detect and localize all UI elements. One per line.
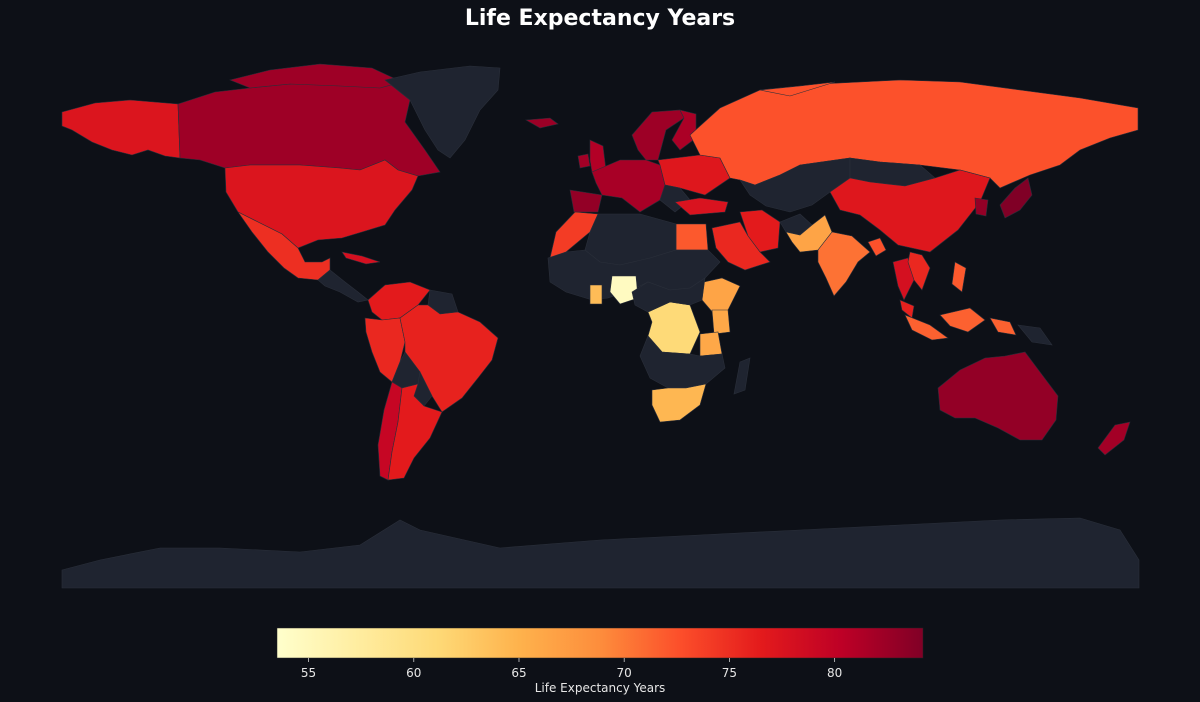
region-ireland bbox=[577, 153, 591, 169]
region-cuba bbox=[341, 251, 381, 265]
region-bangladesh bbox=[867, 237, 887, 257]
region-mexico bbox=[237, 211, 331, 281]
region-alaska-united-states bbox=[61, 99, 181, 159]
colorbar-tick-label: 75 bbox=[722, 666, 737, 680]
region-greenland bbox=[384, 65, 501, 159]
colorbar-tick-label: 65 bbox=[511, 666, 526, 680]
colorbar-ticks: 55 60 65 70 75 80 bbox=[301, 658, 842, 680]
colorbar-label: Life Expectancy Years bbox=[534, 681, 666, 695]
region-korea bbox=[974, 197, 989, 217]
region-antarctica bbox=[61, 517, 1140, 589]
region-tanzania bbox=[699, 331, 723, 357]
colorbar-tick-label: 70 bbox=[617, 666, 632, 680]
region-iberia bbox=[569, 189, 603, 213]
region-madagascar bbox=[733, 357, 751, 395]
region-thailand bbox=[892, 257, 915, 301]
colorbar-gradient bbox=[276, 627, 924, 659]
region-japan bbox=[999, 177, 1033, 219]
region-australia bbox=[937, 351, 1059, 441]
region-india bbox=[817, 231, 871, 297]
region-egypt bbox=[675, 223, 709, 251]
region-finland bbox=[671, 109, 697, 151]
region-southern-central-africa bbox=[631, 277, 706, 313]
colorbar-tick-label: 55 bbox=[301, 666, 316, 680]
region-argentina bbox=[387, 383, 443, 481]
map-title: Life Expectancy Years bbox=[464, 6, 736, 31]
region-southern-central-africa bbox=[639, 335, 726, 389]
region-indonesia bbox=[939, 307, 986, 333]
colorbar: 55 60 65 70 75 80 bbox=[276, 627, 924, 680]
region-indonesia bbox=[989, 317, 1017, 336]
region-south-africa bbox=[651, 383, 707, 423]
region-new-zealand bbox=[1097, 421, 1131, 456]
map-regions bbox=[61, 63, 1140, 589]
region-turkey bbox=[674, 197, 729, 216]
region-vietnam bbox=[907, 251, 931, 291]
region-philippines bbox=[951, 261, 967, 293]
region-saudi-arabia bbox=[711, 221, 771, 271]
region-iceland bbox=[525, 117, 559, 129]
colorbar-tick-label: 80 bbox=[827, 666, 842, 680]
region-nigeria bbox=[609, 275, 639, 305]
region-indonesia bbox=[904, 314, 949, 341]
region-kenya bbox=[711, 309, 731, 335]
region-papua-new-guinea bbox=[1017, 324, 1053, 346]
region-scandinavia bbox=[631, 109, 685, 161]
region-russia bbox=[759, 81, 836, 97]
region-ghana bbox=[589, 284, 603, 305]
colorbar-tick-label: 60 bbox=[406, 666, 421, 680]
